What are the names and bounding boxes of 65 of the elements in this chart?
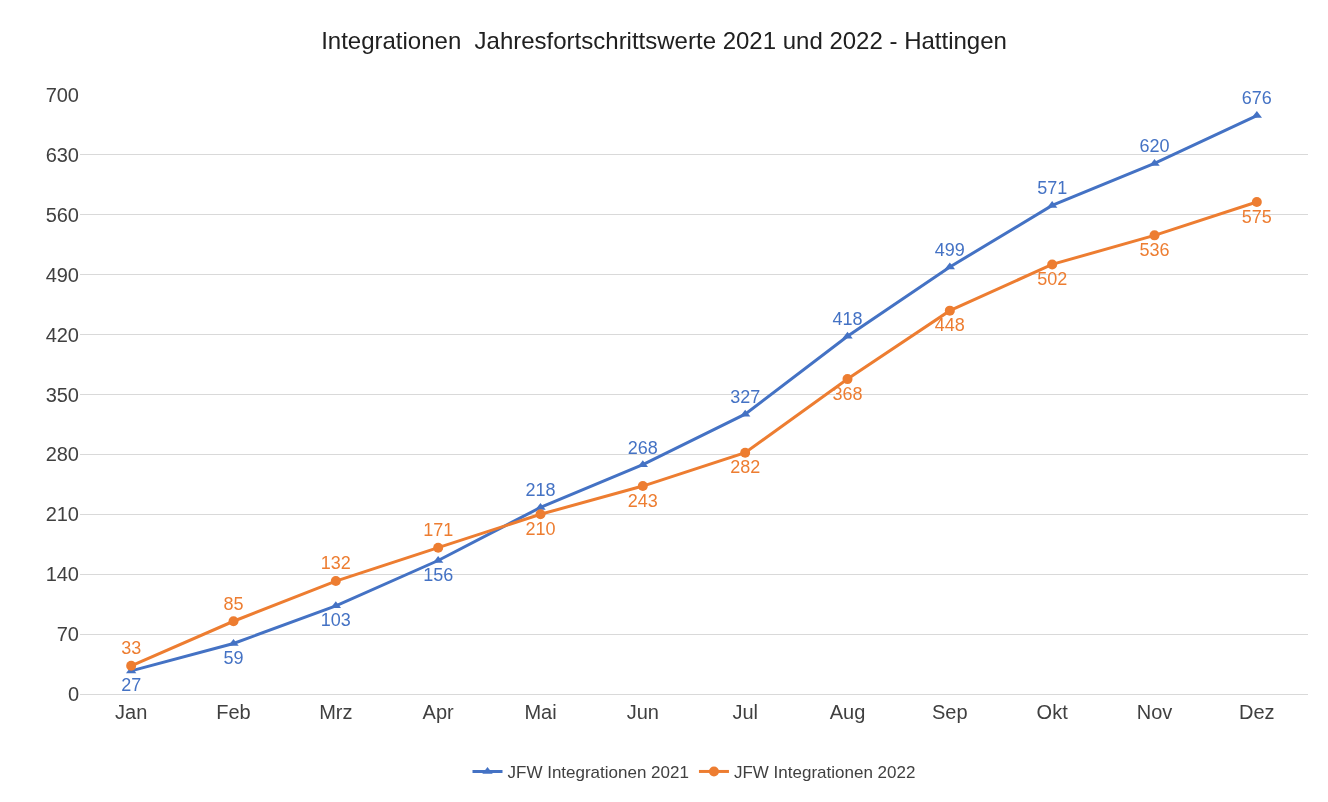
data-label: 156 [423, 564, 454, 585]
data-label: 282 [730, 457, 761, 478]
data-label: 171 [423, 519, 454, 540]
y-tick-label: 140 [45, 563, 79, 586]
chart-title: Integrationen Jahresfortschrittswerte 2021 und 2022 - Hattingen [321, 26, 1007, 54]
data-label: 59 [223, 647, 244, 668]
point [740, 447, 751, 458]
x-tick-label: Dez [1239, 701, 1275, 723]
y-tick-label: 700 [45, 84, 79, 106]
data-label: 368 [832, 383, 863, 404]
y-tick-label: 350 [45, 383, 79, 406]
point [535, 509, 546, 520]
data-label: 499 [934, 239, 965, 260]
data-label: 218 [525, 480, 556, 501]
data-label: 132 [320, 553, 351, 574]
data-label: 268 [627, 437, 658, 458]
data-label: 448 [934, 315, 965, 336]
data-label: 676 [1241, 88, 1272, 109]
data-label: 27 [121, 675, 142, 696]
legend-label: JFW Integrationen 2021 [507, 763, 689, 783]
y-tick-label: 0 [67, 683, 79, 705]
data-label: 243 [627, 490, 658, 511]
data-label: 103 [320, 609, 351, 630]
x-tick-label: Jul [732, 701, 758, 723]
point [126, 660, 137, 671]
y-tick-label: 560 [45, 203, 79, 226]
data-label: 210 [525, 519, 556, 540]
y-tick-label: 70 [56, 623, 79, 646]
data-label: 575 [1241, 206, 1272, 227]
data-label: 33 [121, 638, 142, 659]
data-label: 620 [1139, 136, 1170, 157]
data-label: 85 [223, 593, 244, 614]
point [842, 331, 853, 339]
x-tick-label: Okt [1036, 701, 1069, 723]
x-tick-label: Jun [626, 701, 659, 723]
point [433, 542, 444, 553]
y-tick-label: 420 [45, 323, 79, 346]
x-tick-label: Nov [1136, 701, 1173, 723]
point [1251, 196, 1262, 207]
point [535, 502, 546, 510]
point [228, 616, 239, 627]
x-tick-label: Mrz [319, 701, 353, 723]
x-tick-label: Jan [115, 701, 148, 723]
point [1047, 259, 1058, 270]
y-tick-label: 280 [45, 443, 79, 466]
x-tick-label: Sep [932, 701, 968, 723]
y-tick-label: 210 [45, 503, 79, 526]
point [637, 481, 648, 492]
point [944, 305, 955, 316]
data-label: 502 [1037, 269, 1068, 290]
point [842, 374, 853, 385]
data-label: 571 [1037, 178, 1068, 199]
x-tick-label: Apr [422, 701, 455, 723]
y-tick-label: 490 [45, 263, 79, 286]
y-tick-label: 630 [45, 143, 79, 166]
point [1149, 158, 1160, 166]
data-label: 418 [832, 309, 863, 330]
legend-label: JFW Integrationen 2022 [733, 763, 916, 783]
data-label: 327 [730, 387, 761, 408]
x-tick-label: Mai [524, 701, 557, 723]
point [1149, 230, 1160, 241]
x-tick-label: Aug [829, 701, 866, 723]
point [330, 576, 341, 587]
data-label: 536 [1139, 240, 1170, 261]
x-tick-label: Feb [216, 701, 251, 723]
